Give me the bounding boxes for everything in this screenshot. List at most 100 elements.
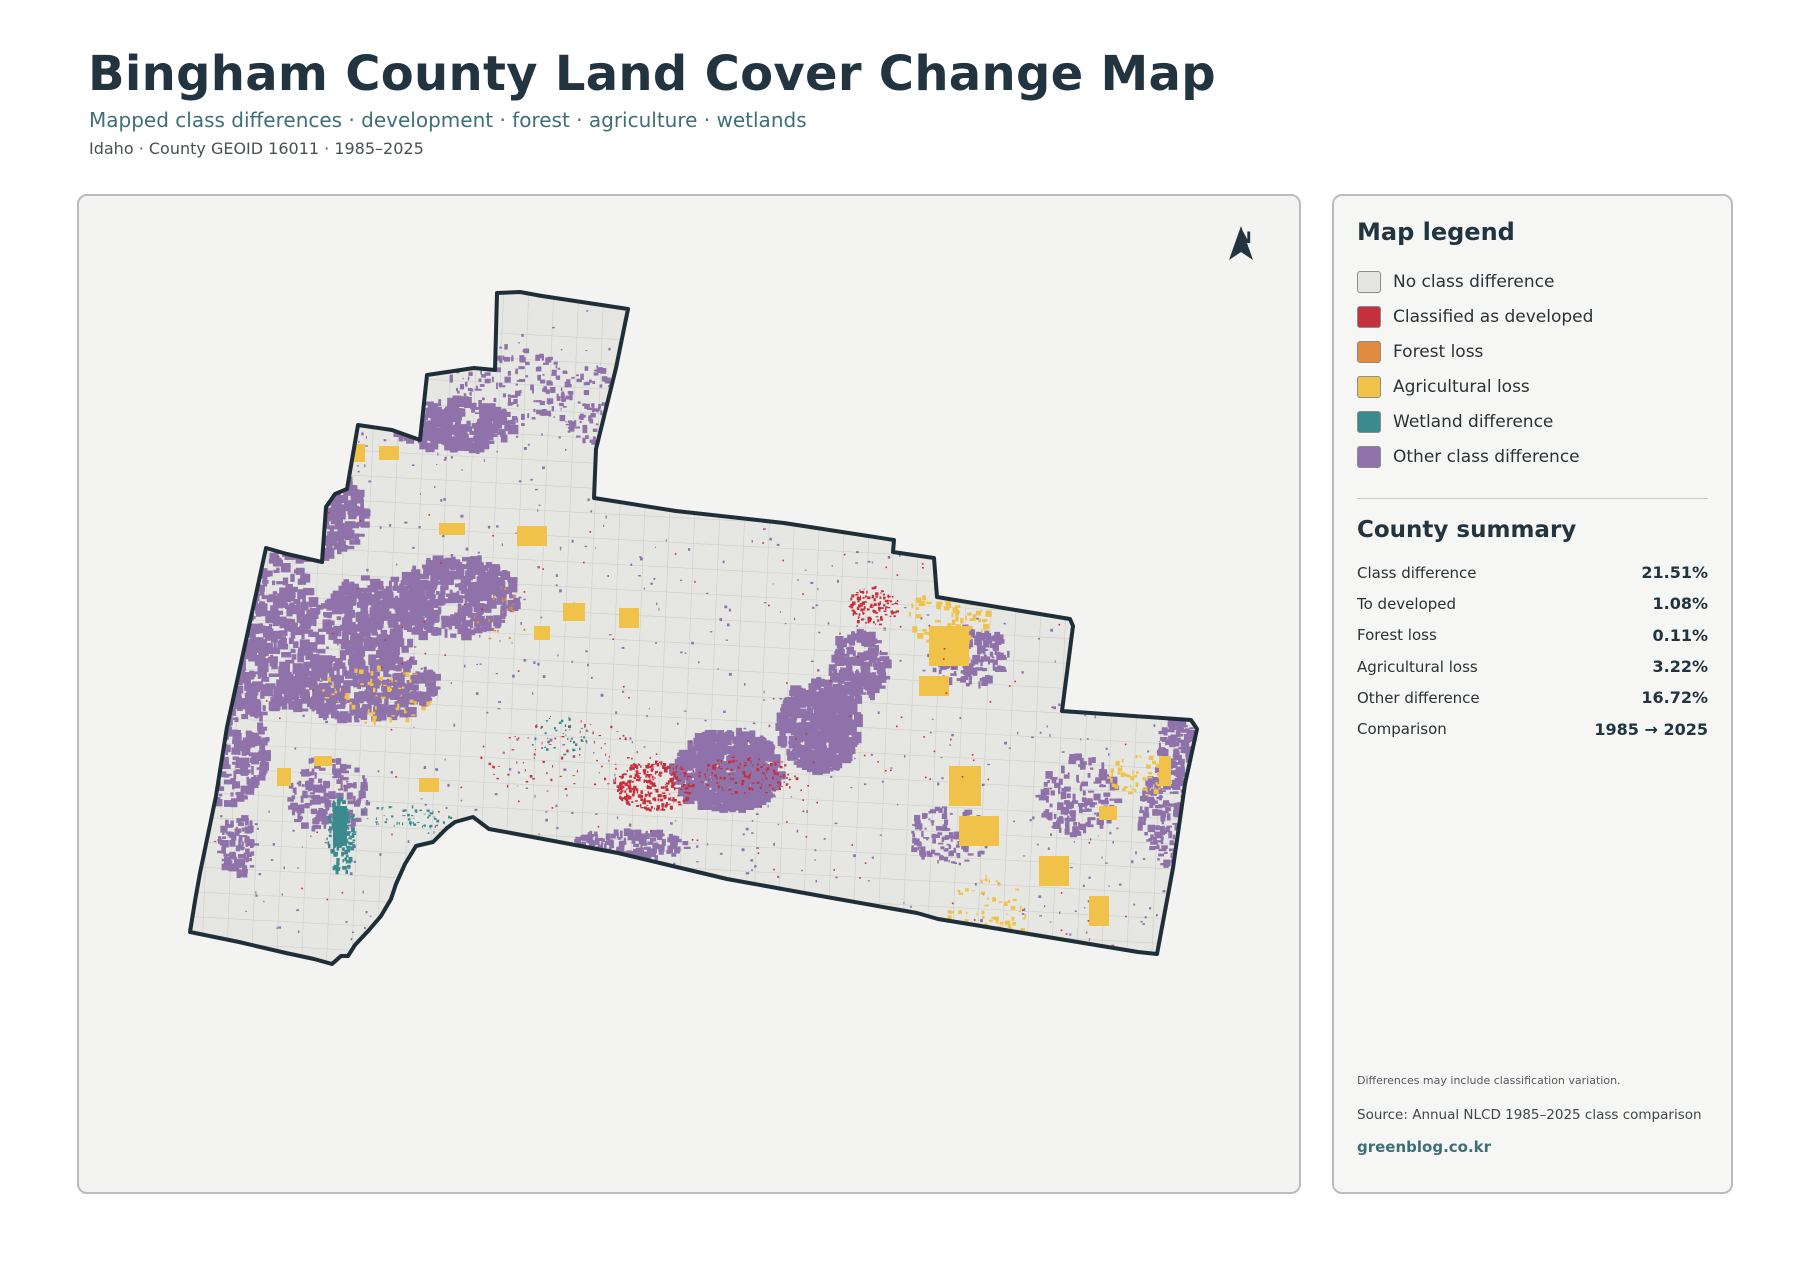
change-patch (315, 664, 326, 674)
change-speck (812, 606, 815, 609)
change-patch (830, 676, 840, 683)
change-patch (468, 371, 473, 376)
change-patch (594, 831, 598, 837)
change-patch (249, 839, 252, 843)
change-patch (397, 709, 409, 716)
change-patch (298, 578, 303, 585)
change-patch (293, 599, 301, 604)
change-patch (251, 766, 254, 775)
change-patch (1061, 765, 1065, 774)
change-patch (601, 370, 605, 373)
change-patch (921, 830, 924, 837)
change-speck (985, 510, 988, 513)
change-patch (205, 692, 210, 703)
change-patch (700, 800, 712, 810)
change-patch (840, 667, 843, 673)
change-patch (581, 841, 586, 847)
change-patch (213, 754, 216, 758)
change-patch (931, 849, 936, 854)
change-patch (232, 851, 235, 860)
change-patch (493, 615, 505, 619)
change-patch (842, 673, 851, 681)
change-patch (1193, 816, 1197, 821)
change-speck (673, 802, 675, 804)
change-patch (623, 828, 631, 837)
change-patch (1047, 813, 1053, 821)
change-patch (283, 498, 292, 506)
change-patch (321, 478, 329, 486)
change-patch (1151, 799, 1156, 806)
change-patch (491, 376, 494, 382)
change-patch (298, 807, 305, 814)
change-patch (299, 620, 307, 625)
change-speck (959, 716, 962, 720)
change-patch (393, 585, 401, 591)
change-patch (624, 377, 629, 381)
change-patch (290, 673, 294, 677)
change-patch (287, 480, 299, 486)
change-patch (269, 505, 279, 515)
change-patch (716, 735, 726, 745)
change-patch (939, 855, 944, 861)
change-patch (812, 712, 821, 724)
change-patch (266, 500, 272, 505)
change-patch (229, 864, 238, 872)
change-patch (434, 581, 445, 585)
change-patch (303, 588, 315, 596)
change-patch (619, 830, 623, 839)
change-patch (243, 762, 249, 769)
change-patch (953, 833, 960, 840)
change-patch (390, 694, 400, 700)
change-patch (240, 578, 250, 587)
county-map[interactable] (79, 196, 1301, 1194)
change-patch (949, 813, 953, 815)
change-patch (791, 739, 797, 743)
change-patch (1161, 728, 1168, 734)
change-patch (352, 641, 363, 650)
change-patch (636, 404, 642, 410)
change-patch (452, 570, 458, 579)
change-patch (836, 746, 846, 753)
change-patch (475, 431, 485, 442)
change-patch (498, 582, 504, 586)
change-patch (220, 665, 226, 669)
change-patch (280, 563, 291, 573)
change-patch (491, 577, 503, 585)
change-patch (857, 687, 864, 694)
change-patch (848, 636, 857, 641)
change-patch (310, 478, 318, 489)
change-patch (366, 623, 372, 630)
change-patch (945, 848, 949, 852)
change-patch (354, 801, 361, 807)
change-speck (463, 606, 467, 610)
change-patch (945, 828, 951, 831)
change-patch (493, 397, 497, 402)
map-panel[interactable]: N (77, 194, 1301, 1194)
change-patch (328, 598, 336, 607)
change-patch (928, 818, 931, 821)
change-patch (257, 495, 264, 505)
change-patch (478, 409, 481, 415)
change-patch (833, 694, 838, 707)
change-patch (241, 757, 250, 765)
change-speck (1069, 933, 1072, 936)
change-patch (357, 801, 361, 806)
change-patch (542, 388, 545, 392)
change-patch (399, 586, 409, 592)
change-patch (458, 608, 465, 620)
change-patch (1081, 804, 1086, 807)
change-patch (1150, 782, 1154, 788)
change-speck (1044, 905, 1046, 908)
change-patch (401, 599, 407, 611)
change-patch (328, 511, 334, 522)
change-speck (301, 784, 305, 787)
change-patch (315, 488, 321, 497)
change-patch (271, 656, 278, 663)
change-patch (299, 529, 305, 540)
change-patch (648, 856, 652, 859)
change-patch (799, 701, 806, 708)
change-speck (994, 491, 998, 494)
change-patch (582, 437, 586, 444)
change-speck (724, 368, 726, 372)
change-patch (305, 650, 312, 660)
